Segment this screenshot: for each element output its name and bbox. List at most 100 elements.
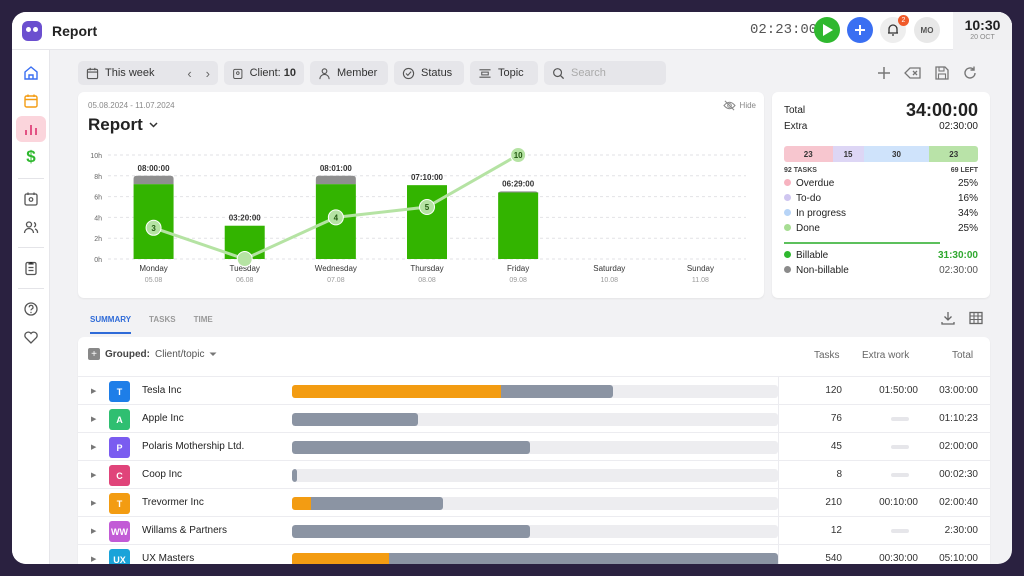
expand-row-icon[interactable]: ▶	[91, 416, 97, 423]
chevron-left-icon[interactable]: ‹	[187, 65, 192, 81]
sidebar-item-tasks[interactable]	[16, 255, 46, 281]
progress-regular	[292, 413, 419, 426]
total-cell: 02:00:40	[939, 497, 978, 508]
progress-track	[292, 441, 778, 454]
bell-icon	[888, 24, 898, 36]
group-by-selector[interactable]: + Grouped: Client/topic	[88, 348, 217, 360]
timer-display: 02:23:00	[750, 22, 818, 38]
header-total[interactable]: Total	[952, 350, 974, 361]
empty-extra-pill	[891, 529, 909, 533]
x-date-label: 08.08	[418, 277, 436, 284]
legend-item: To-do 16%	[784, 193, 978, 204]
topic-filter[interactable]: Topic	[470, 61, 538, 85]
header-extra-work[interactable]: Extra work	[862, 350, 910, 361]
tab-tasks[interactable]: TASKS	[149, 315, 176, 324]
chevron-down-icon	[149, 122, 158, 128]
expand-row-icon[interactable]: ▶	[91, 388, 97, 395]
status-segment: 23	[784, 146, 833, 162]
report-title-dropdown[interactable]: Report	[88, 115, 158, 135]
billable-dot	[784, 251, 791, 258]
sidebar-item-favorites[interactable]	[16, 324, 46, 350]
sidebar-item-home[interactable]	[16, 60, 46, 86]
search-input[interactable]: Search	[544, 61, 666, 85]
page-title: Report	[52, 22, 98, 39]
trend-point	[236, 251, 253, 267]
table-row[interactable]: ▶ UX UX Masters 540 00:30:00 05:10:00	[78, 544, 990, 564]
expand-row-icon[interactable]: ▶	[91, 472, 97, 479]
home-icon	[24, 66, 38, 80]
legend-dot	[784, 179, 791, 186]
sidebar-item-calendar[interactable]	[16, 88, 46, 114]
extra-work-cell: 00:10:00	[879, 497, 918, 508]
sidebar-item-reports[interactable]	[16, 116, 46, 142]
header-tasks[interactable]: Tasks	[814, 350, 840, 361]
calendar-icon	[86, 67, 99, 79]
avatar[interactable]: MO	[914, 17, 940, 43]
tasks-cell: 12	[830, 525, 842, 536]
expand-row-icon[interactable]: ▶	[91, 556, 97, 563]
expand-all-icon[interactable]: +	[88, 348, 100, 360]
legend-label: Overdue	[796, 178, 835, 189]
tab-time[interactable]: TIME	[193, 315, 213, 324]
bar-value-label: 03:20:00	[229, 214, 262, 223]
sidebar-item-team[interactable]	[16, 214, 46, 240]
empty-extra-pill	[891, 445, 909, 449]
column-divider	[778, 377, 779, 405]
expand-row-icon[interactable]: ▶	[91, 500, 97, 507]
tasks-cell: 120	[825, 385, 842, 396]
total-cell: 02:00:00	[939, 441, 978, 452]
y-tick-label: 8h	[94, 174, 102, 181]
chevron-right-icon[interactable]: ›	[205, 65, 210, 81]
add-button[interactable]	[847, 17, 873, 43]
clock-panel: 10:30 20 OCT	[953, 12, 1012, 50]
week-selector[interactable]: This week ‹ ›	[78, 61, 218, 85]
toolbar	[876, 65, 978, 81]
users-icon	[23, 221, 39, 234]
bar-value-label: 07:10:00	[411, 173, 444, 182]
table-view-icon[interactable]	[968, 310, 984, 326]
legend-label: To-do	[796, 193, 822, 204]
search-icon	[553, 67, 565, 79]
app-window: Report 02:23:00 2 MO 10:30 20 OCT $	[12, 12, 1012, 564]
extra-label: Extra	[784, 121, 808, 132]
tab-summary[interactable]: SUMMARY	[90, 315, 132, 334]
sidebar-item-billing[interactable]: $	[16, 144, 46, 170]
bar-extra	[315, 175, 356, 185]
table-row[interactable]: ▶ P Polaris Mothership Ltd. 45 02:00:00	[78, 432, 990, 461]
expand-row-icon[interactable]: ▶	[91, 528, 97, 535]
billable-divider	[784, 242, 940, 244]
table-row[interactable]: ▶ A Apple Inc 76 01:10:23	[78, 404, 990, 433]
status-segment: 23	[929, 146, 978, 162]
owl-logo-icon	[22, 20, 42, 41]
x-date-label: 07.08	[327, 277, 345, 284]
plus-icon	[855, 25, 865, 35]
client-filter[interactable]: Client: 10	[224, 61, 304, 85]
refresh-icon[interactable]	[962, 65, 978, 81]
bar-billable	[498, 192, 539, 259]
plus-icon[interactable]	[876, 65, 892, 81]
report-title: Report	[88, 115, 143, 134]
tasks-cell: 210	[825, 497, 842, 508]
expand-row-icon[interactable]: ▶	[91, 444, 97, 451]
bar-billable	[407, 185, 447, 259]
tasks-count: 92 TASKS	[784, 167, 817, 174]
clipboard-icon	[25, 261, 37, 276]
play-button[interactable]	[814, 17, 840, 43]
clear-icon[interactable]	[904, 65, 922, 81]
progress-regular	[311, 497, 443, 510]
status-filter[interactable]: Status	[394, 61, 464, 85]
hide-button[interactable]: Hide	[722, 100, 756, 111]
download-icon[interactable]	[940, 310, 956, 326]
table-row[interactable]: ▶ T Tesla Inc 120 01:50:00 03:00:00	[78, 376, 990, 405]
tasks-cell: 8	[836, 469, 842, 480]
x-tick-label: Monday	[139, 264, 167, 273]
sidebar-item-schedule[interactable]	[16, 186, 46, 212]
legend-item: In progress 34%	[784, 208, 978, 219]
save-icon[interactable]	[934, 65, 950, 81]
table-row[interactable]: ▶ T Trevormer Inc 210 00:10:00 02:00:40	[78, 488, 990, 517]
table-row[interactable]: ▶ WW Willams & Partners 12 2:30:00	[78, 516, 990, 545]
member-filter[interactable]: Member	[310, 61, 388, 85]
sidebar-item-help[interactable]	[16, 296, 46, 322]
table-row[interactable]: ▶ C Coop Inc 8 00:02:30	[78, 460, 990, 489]
dollar-icon: $	[26, 147, 36, 166]
